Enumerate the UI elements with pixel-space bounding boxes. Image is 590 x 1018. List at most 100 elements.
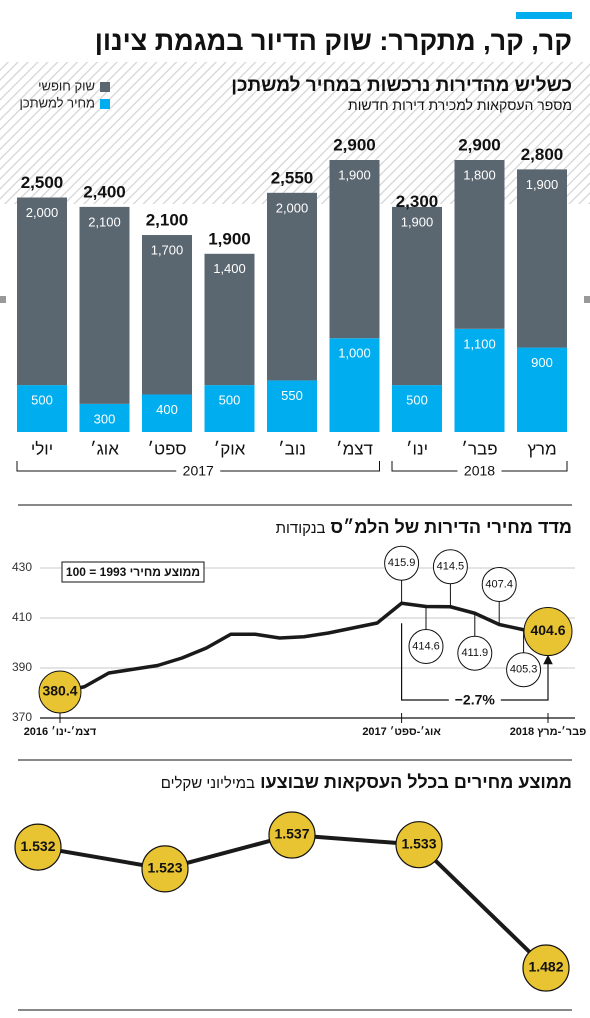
x-tick-label: דצמ׳-ינו׳ 2016 xyxy=(24,725,97,738)
segment-label: 1,000 xyxy=(338,346,371,361)
x-tick-label: יולי xyxy=(31,439,53,458)
segment-label: 550 xyxy=(281,388,303,403)
legend-label: מחיר למשתכן xyxy=(19,95,95,110)
legend-swatch xyxy=(100,99,110,109)
segment-label: 500 xyxy=(219,393,241,408)
point-marker xyxy=(523,607,573,656)
data-label: 415.9 xyxy=(388,557,416,569)
group-label-bg xyxy=(457,463,502,479)
annotation-bg xyxy=(448,691,501,709)
annotation: −2.7% xyxy=(455,692,496,708)
edge-mark xyxy=(0,296,6,303)
bar-segment xyxy=(79,403,130,432)
bar-segment xyxy=(267,380,317,432)
point-marker xyxy=(395,821,443,869)
legend-swatch xyxy=(100,82,110,92)
data-label: 414.5 xyxy=(437,561,465,573)
callout-circle xyxy=(432,549,468,585)
bar-segment xyxy=(329,338,380,432)
segment-label: 900 xyxy=(531,355,553,370)
point-marker xyxy=(268,811,316,859)
bar-segment xyxy=(142,394,192,432)
index-line xyxy=(59,601,549,694)
data-label: 1.482 xyxy=(528,959,563,975)
bar-segment xyxy=(79,206,130,404)
x-tick-label: ספט׳ xyxy=(148,439,187,458)
point-marker xyxy=(38,670,82,714)
total-label: 1,900 xyxy=(208,229,251,248)
segment-label: 2,000 xyxy=(26,205,59,220)
bar-segment xyxy=(17,385,67,432)
data-label: 1.532 xyxy=(20,838,55,854)
y-tick-label: 370 xyxy=(12,710,32,724)
total-label: 2,550 xyxy=(271,168,314,187)
x-tick-label: אוג׳-ספט׳ 2017 xyxy=(362,725,441,738)
group-label: 2018 xyxy=(464,463,495,479)
segment-label: 1,900 xyxy=(526,177,559,192)
segment-label: 1,700 xyxy=(151,242,184,257)
bar-segment xyxy=(329,160,380,339)
segment-label: 1,900 xyxy=(401,214,434,229)
segment-label: 1,400 xyxy=(213,261,246,276)
data-label: 411.9 xyxy=(461,647,488,659)
y-tick-label: 430 xyxy=(12,560,32,574)
note-box xyxy=(61,561,205,583)
total-label: 2,300 xyxy=(396,192,439,211)
accent-bar xyxy=(516,12,572,19)
total-label: 2,800 xyxy=(521,145,564,164)
y-tick-label: 390 xyxy=(12,660,32,674)
bar-segment xyxy=(454,328,505,432)
segment-label: 1,900 xyxy=(338,167,371,182)
bar-segment xyxy=(204,385,255,432)
x-tick-label: פבר׳-מרץ 2018 xyxy=(510,725,587,738)
total-label: 2,900 xyxy=(458,135,501,154)
segment-label: 500 xyxy=(406,393,428,408)
point-marker xyxy=(522,944,570,992)
x-tick-label: מרץ xyxy=(527,439,556,458)
edge-mark xyxy=(584,296,590,303)
bar-segment xyxy=(204,253,255,386)
data-label: 1.523 xyxy=(147,860,182,876)
x-tick-label: נוב׳ xyxy=(278,439,306,458)
total-label: 2,100 xyxy=(146,211,189,230)
segment-label: 400 xyxy=(156,402,178,417)
x-tick-label: פבר׳ xyxy=(461,439,497,458)
y-tick-label: 410 xyxy=(12,610,32,624)
data-label: 407.4 xyxy=(485,578,513,590)
bar-segment xyxy=(392,385,442,432)
total-label: 2,900 xyxy=(333,135,376,154)
segment-label: 1,100 xyxy=(463,336,496,351)
x-tick-label: אוק׳ xyxy=(214,439,246,458)
segment-label: 2,000 xyxy=(276,200,309,215)
segment-label: 500 xyxy=(31,393,53,408)
point-marker xyxy=(14,823,62,871)
segment-label: 2,100 xyxy=(88,214,121,229)
data-label: 404.6 xyxy=(530,622,565,638)
x-tick-label: דצמ׳ xyxy=(336,439,373,458)
group-label-bg xyxy=(176,463,221,479)
data-label: 405.3 xyxy=(510,664,538,676)
bar-segment xyxy=(392,206,442,386)
group-label: 2017 xyxy=(183,463,214,479)
chart-subtitle: מספר העסקאות למכירת דירות חדשות xyxy=(348,97,572,113)
segment-label: 1,800 xyxy=(463,167,496,182)
point-marker xyxy=(141,845,189,893)
callout-circle xyxy=(457,635,493,671)
x-tick-label: ינו׳ xyxy=(406,439,428,458)
legend-label: שוק חופשי xyxy=(38,78,95,93)
bar-segment xyxy=(267,192,317,381)
data-label: 380.4 xyxy=(42,683,77,699)
total-label: 2,400 xyxy=(83,182,126,201)
callout-circle xyxy=(506,652,542,688)
total-label: 2,500 xyxy=(21,173,64,192)
chart-unit: במיליוני שקלים xyxy=(160,775,256,792)
chart-unit: בנקודות xyxy=(275,520,326,537)
bar-segment xyxy=(517,169,567,348)
bar-segment xyxy=(17,197,67,386)
data-label: 414.6 xyxy=(412,640,440,652)
bar-segment xyxy=(454,160,505,329)
page-title: קר, קר, מתקרר: שוק הדיור במגמת צינון xyxy=(94,26,572,56)
bar-segment xyxy=(142,235,192,395)
callout-circle xyxy=(481,567,517,602)
